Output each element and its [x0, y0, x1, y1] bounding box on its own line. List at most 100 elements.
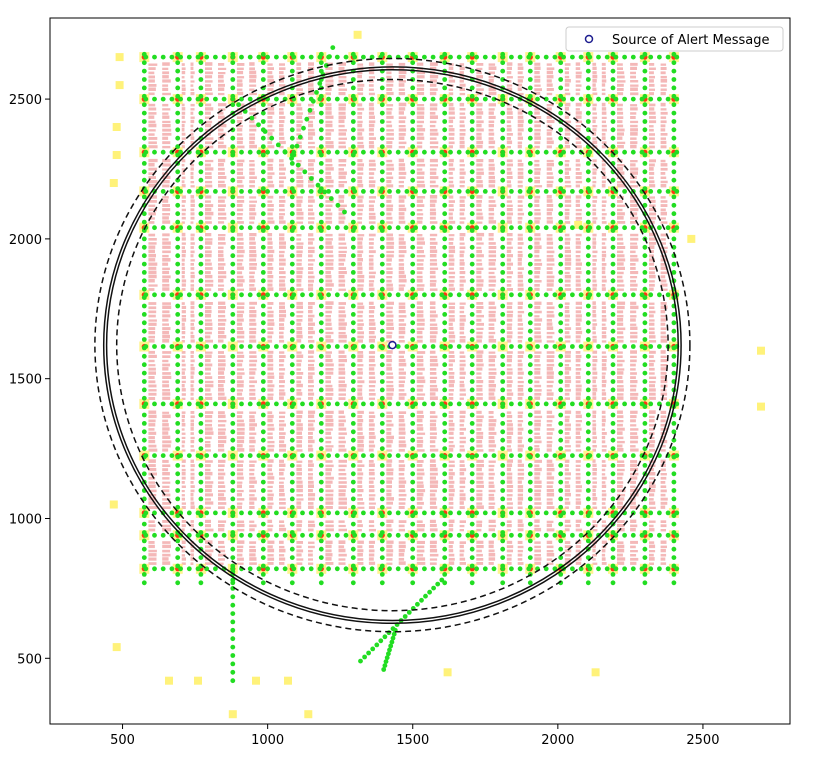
building — [181, 283, 186, 287]
sensor-node — [260, 395, 266, 401]
sensor-node — [469, 270, 475, 275]
building — [476, 254, 484, 258]
building — [506, 414, 513, 419]
building — [267, 263, 273, 266]
sensor-node — [198, 169, 204, 175]
building — [448, 200, 455, 203]
building — [218, 83, 225, 87]
sensor-node — [260, 387, 266, 393]
building — [429, 553, 439, 557]
building — [534, 204, 540, 207]
building — [386, 245, 394, 249]
building — [181, 180, 185, 184]
building — [601, 270, 606, 275]
building — [308, 414, 315, 419]
sensor-node — [198, 102, 204, 108]
building — [181, 528, 185, 532]
building — [592, 275, 596, 279]
sensor-node — [141, 312, 147, 317]
building — [416, 204, 425, 207]
building — [205, 253, 212, 258]
sensor-node — [175, 169, 181, 175]
building — [357, 92, 364, 96]
building — [630, 428, 639, 431]
building — [296, 376, 303, 379]
building — [386, 108, 393, 111]
building — [148, 63, 158, 66]
sensor-node — [469, 135, 475, 141]
building — [630, 501, 636, 505]
building — [459, 326, 465, 331]
building — [517, 423, 522, 427]
building — [218, 528, 225, 532]
building — [517, 262, 522, 266]
sensor-node — [410, 546, 416, 552]
outlying-zone — [194, 676, 202, 685]
building — [148, 484, 156, 489]
building — [267, 163, 273, 167]
building — [564, 549, 572, 553]
building — [416, 379, 426, 384]
building — [476, 427, 482, 431]
building — [181, 184, 186, 188]
building — [534, 104, 540, 107]
sensor-node — [410, 270, 416, 275]
building — [506, 76, 513, 79]
building — [488, 159, 494, 163]
sensor-node — [469, 404, 475, 409]
building — [601, 124, 607, 128]
building — [476, 476, 483, 480]
building — [506, 497, 512, 501]
sensor-node — [527, 60, 533, 66]
building — [279, 468, 285, 472]
building — [398, 319, 405, 322]
building — [476, 163, 483, 167]
building — [279, 368, 286, 371]
building — [534, 280, 542, 283]
building — [357, 371, 363, 375]
building — [601, 275, 607, 279]
building — [148, 284, 158, 287]
building — [575, 436, 581, 440]
building — [601, 484, 607, 488]
sensor-node — [141, 395, 147, 401]
building — [236, 246, 244, 249]
building — [181, 212, 186, 216]
sensor-node — [260, 60, 266, 66]
building — [249, 557, 257, 561]
sensor-node — [527, 270, 533, 275]
building — [448, 75, 453, 79]
building — [592, 350, 598, 354]
building — [249, 84, 257, 87]
building — [267, 367, 274, 371]
building — [218, 502, 227, 505]
building — [148, 464, 156, 468]
building — [517, 83, 523, 87]
building — [429, 168, 437, 171]
building — [398, 350, 405, 354]
building — [448, 419, 453, 423]
building — [148, 75, 155, 79]
building — [218, 411, 225, 414]
building — [448, 216, 453, 220]
sensor-node — [558, 546, 564, 552]
sensor-node — [350, 202, 356, 208]
building — [308, 267, 314, 270]
sensor-node — [410, 110, 416, 116]
sensor-node — [141, 253, 147, 259]
sensor-node — [289, 161, 295, 166]
building — [279, 116, 286, 119]
building — [162, 245, 171, 249]
building — [338, 159, 347, 163]
building — [249, 119, 255, 124]
building — [429, 432, 437, 435]
building — [181, 388, 186, 392]
building — [459, 440, 466, 444]
building — [429, 267, 439, 270]
building — [148, 120, 156, 124]
building — [575, 368, 582, 371]
sensor-node — [289, 312, 295, 317]
building — [649, 83, 655, 87]
building — [181, 171, 185, 175]
sensor-node — [198, 421, 204, 426]
